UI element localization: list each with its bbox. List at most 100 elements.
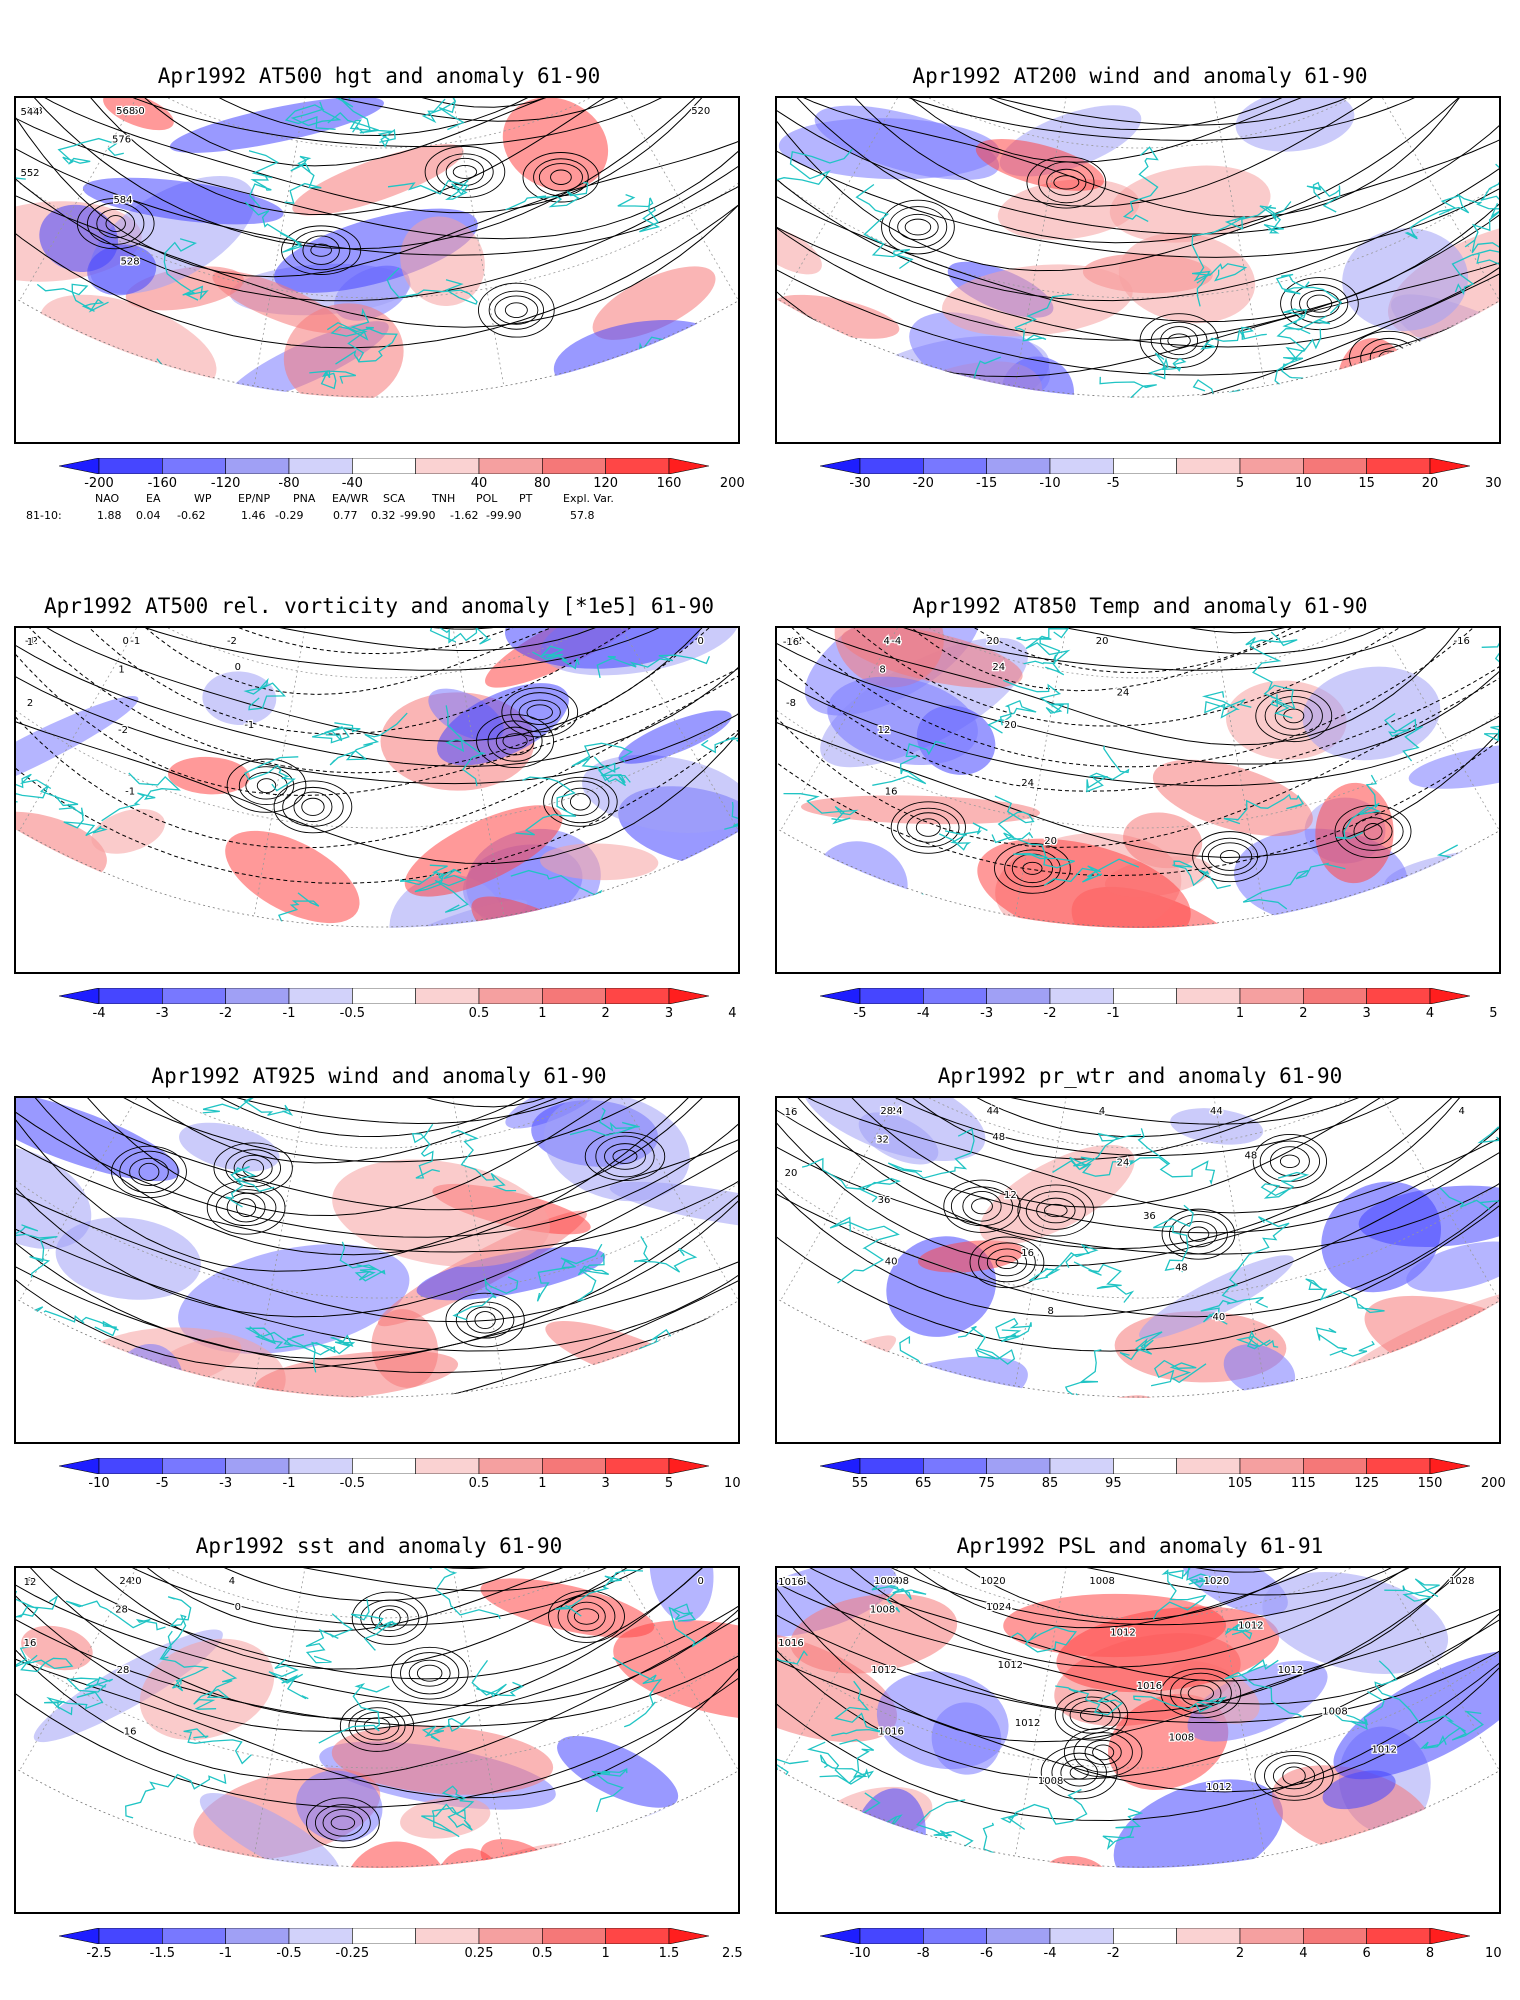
anomaly-shading	[1406, 1241, 1499, 1292]
closed-contour	[888, 206, 948, 248]
contour-label: 24	[1117, 1158, 1130, 1169]
contour-label: 28	[117, 1665, 130, 1676]
closed-contour	[1187, 1226, 1210, 1242]
closed-contour	[1167, 333, 1191, 348]
closed-contour	[445, 1292, 525, 1348]
coastline	[1451, 249, 1499, 295]
colorbar-cell	[162, 1458, 226, 1474]
contour-line	[777, 1568, 1499, 1621]
coastline	[955, 356, 1020, 398]
colorbar-tick-label: 200	[1480, 1476, 1506, 1491]
closed-contour	[302, 235, 340, 265]
closed-contour	[226, 1192, 266, 1223]
contour-label: 544	[20, 107, 39, 118]
colorbar-tick-label: 10	[1485, 1946, 1502, 1961]
coastline	[855, 183, 914, 270]
coastline	[60, 1383, 118, 1398]
closed-contour	[1036, 1197, 1076, 1224]
contour-label: 1012	[1372, 1745, 1397, 1756]
coastline	[1133, 1695, 1228, 1713]
contour-line	[16, 98, 738, 167]
colorbar-cell	[1366, 1928, 1431, 1944]
closed-contour	[522, 152, 600, 203]
panel-title: Apr1992 AT500 rel. vorticity and anomaly…	[43, 594, 715, 618]
coastline	[638, 1405, 673, 1444]
colorbar	[820, 988, 1470, 1004]
contour-line	[16, 1568, 738, 1592]
coastline	[555, 1569, 644, 1617]
colorbar-cell	[478, 458, 543, 474]
coastline	[1235, 1330, 1279, 1350]
closed-contour	[526, 704, 553, 721]
colorbar-cell	[1049, 988, 1114, 1004]
closed-contour	[1254, 1751, 1334, 1801]
closed-contour	[1054, 1689, 1129, 1741]
colorbar-tick-label: 120	[593, 476, 619, 491]
contour-label: 0	[698, 636, 704, 647]
contour-line	[777, 628, 1499, 877]
contour-label: 528	[24, 106, 43, 117]
closed-contour	[348, 1707, 406, 1745]
contour-line	[16, 1098, 738, 1253]
anomaly-shading	[1322, 1770, 1396, 1810]
contour-line	[16, 98, 738, 349]
anomaly-shading	[225, 830, 360, 924]
map-hemisphere	[777, 1568, 1499, 1914]
colorbar-arrow-low	[59, 1458, 100, 1474]
closed-contour	[238, 766, 295, 806]
anomaly-shading	[1438, 1377, 1499, 1398]
colorbar-cell	[605, 1458, 670, 1474]
coastline	[1117, 1413, 1195, 1428]
colorbar-tick-label: 8	[1425, 1946, 1435, 1961]
map-canvas	[777, 98, 1499, 444]
contour-label: 1008	[1169, 1733, 1194, 1744]
coastline	[1126, 1878, 1194, 1914]
coastline	[259, 892, 320, 928]
contour-label: 44	[1210, 1106, 1223, 1117]
anomaly-shading	[1152, 759, 1313, 837]
coastline	[1259, 201, 1292, 234]
contour-line	[16, 1098, 738, 1138]
contour-line	[777, 628, 1499, 848]
coastline	[777, 1757, 809, 1811]
contour-line	[777, 1568, 1499, 1705]
colorbar-cell	[415, 458, 480, 474]
coastline	[895, 1335, 925, 1398]
coastline	[783, 792, 859, 825]
coastline	[57, 137, 124, 165]
anomaly-shading	[296, 1770, 383, 1842]
closed-contour	[1084, 1739, 1122, 1765]
colorbar-labels: -5 -4 -3 -2 -1 1 2 3 4 5	[820, 1006, 1498, 1022]
contour-line	[16, 1098, 738, 1272]
anomaly-shading	[480, 1839, 554, 1868]
colorbar-tick-label: 40	[470, 476, 488, 491]
anomaly-shading	[609, 1181, 738, 1231]
anomaly-shading	[1182, 1568, 1288, 1616]
colorbar-cell	[1366, 458, 1431, 474]
coastline	[1394, 428, 1443, 444]
colorbar-cell	[923, 1928, 987, 1944]
coastline	[207, 425, 246, 444]
colorbar-tick-label: -8	[916, 1946, 930, 1961]
contour-line	[777, 628, 1499, 692]
colorbar-tick-label: -1	[282, 1476, 296, 1491]
anomaly-shading	[979, 1144, 1135, 1245]
contour-label: 1012	[1238, 1620, 1263, 1631]
closed-contour	[236, 1198, 257, 1217]
meridian-line	[1014, 98, 1141, 388]
contour-label: 1028	[1449, 1576, 1474, 1587]
anomaly-shading	[592, 266, 716, 340]
colorbar-tick-label: 105	[1227, 1476, 1253, 1491]
closed-contour	[1201, 837, 1259, 876]
contour-label: 2	[27, 698, 33, 709]
closed-contour	[1272, 1762, 1316, 1790]
meridian-line	[1139, 1568, 1499, 1772]
contour-line	[16, 1568, 738, 1732]
contour-line	[16, 98, 738, 122]
coastline	[596, 654, 710, 679]
colorbar-tick-label: -10	[88, 1476, 110, 1491]
coastline	[125, 1773, 227, 1819]
map-frame: 1028 1024 1020 1016 1016 1008 1004 1008 1012 1016…	[775, 1566, 1501, 1914]
coastline	[333, 98, 371, 134]
anomaly-shading	[997, 179, 1140, 240]
